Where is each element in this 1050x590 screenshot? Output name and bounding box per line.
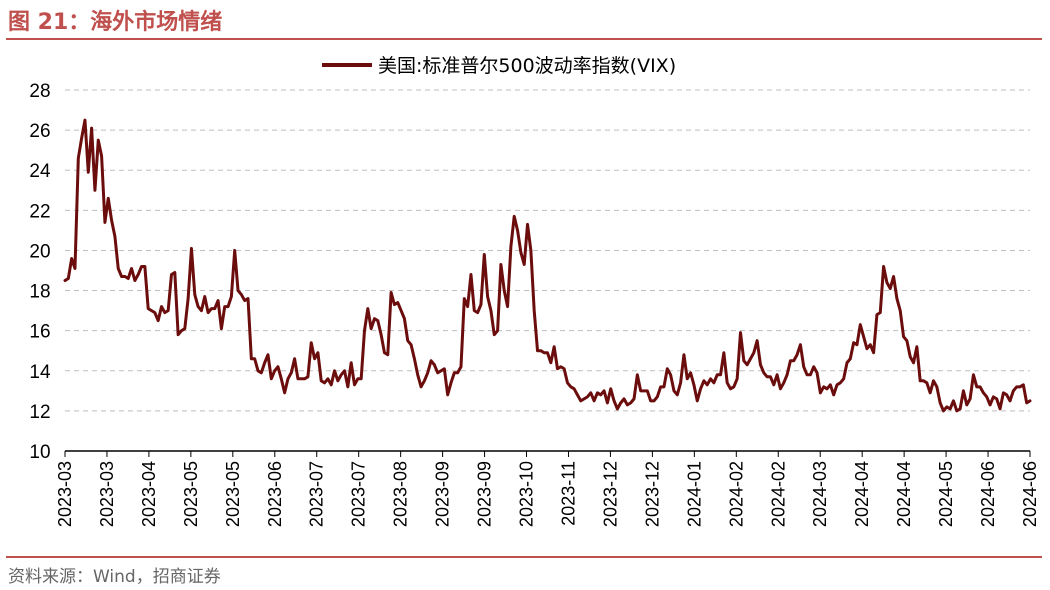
x-tick-label: 2023-07: [349, 461, 369, 527]
x-tick-label: 2024-04: [894, 461, 914, 527]
x-tick-label: 2023-12: [642, 461, 662, 527]
y-tick-label: 18: [29, 282, 50, 303]
x-tick-label: 2023-10: [517, 461, 537, 527]
x-tick-label: 2024-06: [978, 461, 998, 527]
x-tick-label: 2023-03: [97, 461, 117, 527]
legend: 美国:标准普尔500波动率指数(VIX): [322, 55, 676, 77]
x-tick-label: 2023-06: [265, 461, 285, 527]
x-tick-label: 2023-07: [307, 461, 327, 527]
series-layer: [63, 118, 1032, 413]
x-tick-label: 2023-03: [55, 461, 75, 527]
y-tick-label: 12: [29, 402, 50, 423]
y-tick-label: 20: [29, 241, 50, 262]
y-tick-labels: 10 12 14 16 18 20 22 24 26 28: [29, 81, 51, 463]
x-tick-label: 2023-09: [433, 461, 453, 527]
legend-label: 美国:标准普尔500波动率指数(VIX): [378, 55, 676, 77]
x-tick-labels: 2023-03 2023-03 2023-04 2023-05 2023-05 2023-…: [55, 461, 1040, 527]
y-tick-label: 16: [29, 322, 50, 343]
y-tick-label: 24: [29, 161, 51, 182]
title-rule: [6, 38, 1042, 40]
x-tick-label: 2024-01: [684, 461, 704, 527]
y-tick-label: 14: [29, 362, 51, 383]
x-tick-label: 2024-06: [1020, 461, 1040, 527]
y-tick-label: 28: [29, 81, 50, 102]
series-line-vix: [63, 118, 1032, 413]
x-tick-label: 2024-03: [810, 461, 830, 527]
source-note: 资料来源：Wind，招商证券: [8, 567, 221, 587]
x-tick-label: 2023-08: [391, 461, 411, 527]
x-tick-label: 2024-05: [936, 461, 956, 527]
axes: [64, 450, 1031, 457]
y-tick-label: 26: [29, 121, 50, 142]
y-tick-label: 10: [29, 442, 50, 463]
x-tick-label: 2023-12: [600, 461, 620, 527]
figure-title: 图 21：海外市场情绪: [8, 10, 223, 35]
x-tick-label: 2023-09: [475, 461, 495, 527]
x-tick-label: 2023-05: [223, 461, 243, 527]
y-tick-label: 22: [29, 201, 50, 222]
footer-rule: [6, 556, 1042, 558]
x-tick-label: 2024-02: [726, 461, 746, 527]
x-tick-label: 2023-04: [139, 461, 159, 527]
x-tick-label: 2023-05: [181, 461, 201, 527]
x-tick-label: 2023-11: [558, 461, 578, 526]
gridlines: [65, 89, 1030, 412]
x-tick-label: 2024-02: [768, 461, 788, 527]
x-tick-label: 2024-04: [852, 461, 872, 527]
